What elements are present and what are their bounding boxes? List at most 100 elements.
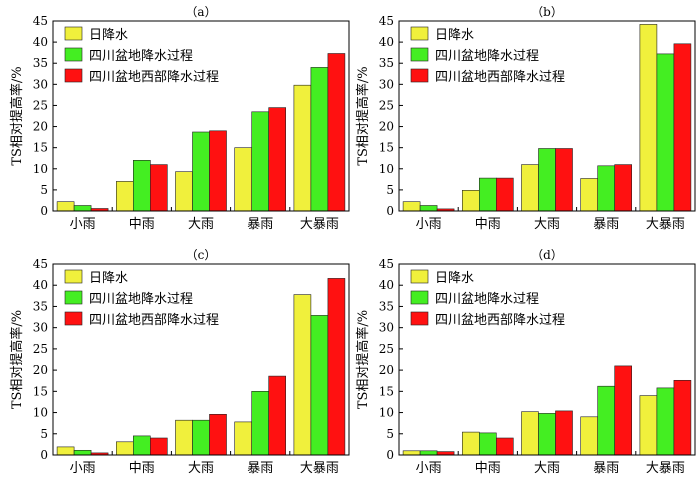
y-tick-label: 5 [386, 427, 394, 441]
y-tick-label: 35 [379, 56, 394, 70]
category-label: 中雨 [475, 461, 501, 476]
category-label: 大暴雨 [646, 217, 685, 232]
bar-1-3 [175, 171, 193, 212]
bar-2-4 [597, 165, 616, 212]
category-label: 中雨 [475, 217, 501, 232]
y-tick-label: 25 [33, 98, 48, 112]
category-label: 小雨 [416, 217, 442, 232]
y-tick-label: 25 [379, 98, 394, 112]
y-axis-label: TS相对提高率/% [355, 66, 371, 165]
bar-1-4 [234, 421, 252, 456]
legend-swatch [410, 47, 429, 62]
category-label: 小雨 [70, 217, 96, 232]
legend-swatch [64, 68, 83, 83]
y-tick-label: 10 [33, 162, 48, 176]
bar-3-5 [673, 379, 692, 456]
legend-swatch [64, 290, 83, 305]
y-tick-label: 45 [379, 257, 394, 271]
category-label: 暴雨 [593, 461, 619, 476]
legend-label: 四川盆地西部降水过程 [435, 70, 565, 85]
y-tick-label: 10 [379, 162, 394, 176]
bar-3-1 [436, 451, 455, 456]
y-tick-label: 35 [379, 299, 394, 313]
legend-label: 日降水 [435, 28, 474, 43]
bar-2-3 [192, 419, 210, 456]
legend-label: 四川盆地西部降水过程 [89, 70, 219, 85]
plot-frame [398, 20, 696, 212]
bar-3-4 [268, 375, 287, 456]
legend-label: 四川盆地西部降水过程 [435, 313, 565, 328]
bar-1-4 [580, 178, 599, 212]
bar-2-4 [251, 390, 269, 456]
plot-frame [398, 263, 696, 456]
bar-1-3 [521, 411, 539, 456]
y-tick-label: 35 [33, 299, 48, 313]
y-axis-label: TS相对提高率/% [9, 310, 25, 409]
legend-swatch [64, 269, 83, 284]
legend-swatch [410, 68, 429, 83]
legend-swatch [410, 290, 429, 305]
bar-1-1 [56, 446, 75, 456]
bar-3-5 [673, 43, 692, 212]
y-axis-label: TS相对提高率/% [9, 66, 25, 165]
bar-1-5 [639, 395, 658, 456]
bar-1-5 [293, 294, 312, 456]
chart-panel-2: 0 5 10 15 20 25 30 35 40 45 小雨 中雨 大雨 暴雨 大暴雨 TS相对提高率/% （b… [355, 5, 696, 232]
category-label: 小雨 [70, 461, 96, 476]
category-label: 暴雨 [247, 461, 273, 476]
y-tick-label: 0 [40, 448, 48, 462]
legend-swatch [410, 311, 429, 326]
bar-2-5 [656, 53, 675, 212]
plot-frame [52, 263, 350, 456]
y-tick-label: 20 [379, 120, 394, 134]
legend-swatch [410, 269, 429, 284]
bar-2-1 [419, 205, 438, 212]
bar-1-4 [234, 147, 252, 212]
bar-2-4 [597, 385, 616, 456]
legend-label: 四川盆地降水过程 [89, 292, 193, 307]
bar-2-5 [310, 315, 329, 456]
y-tick-label: 5 [40, 183, 48, 197]
bar-2-3 [192, 131, 210, 212]
category-label: 大暴雨 [300, 217, 339, 232]
bar-1-3 [521, 164, 539, 212]
y-tick-label: 15 [33, 141, 48, 155]
y-tick-label: 40 [33, 278, 48, 292]
category-label: 中雨 [129, 461, 155, 476]
bar-3-3 [555, 410, 573, 456]
bar-1-5 [639, 24, 658, 212]
bar-3-5 [327, 53, 346, 212]
bar-2-1 [73, 205, 92, 212]
y-tick-label: 40 [379, 278, 394, 292]
legend-swatch [64, 26, 83, 41]
legend-swatch [64, 311, 83, 326]
bar-3-3 [209, 130, 227, 212]
bar-3-4 [614, 164, 633, 212]
bar-1-2 [116, 441, 134, 456]
bar-2-2 [478, 177, 497, 212]
legend-label: 四川盆地降水过程 [89, 49, 193, 64]
chart-panel-1: 0 5 10 15 20 25 30 35 40 45 小雨 中雨 大雨 暴雨 大暴雨 TS相对提高率/% （a… [9, 5, 350, 232]
legend-label: 四川盆地西部降水过程 [89, 313, 219, 328]
panel-label: （b） [531, 5, 563, 19]
y-tick-label: 45 [379, 14, 394, 28]
y-tick-label: 45 [33, 257, 48, 271]
y-tick-label: 25 [379, 342, 394, 356]
panel-label: （c） [186, 248, 217, 262]
y-tick-label: 0 [386, 448, 394, 462]
bar-2-2 [478, 432, 497, 456]
y-tick-label: 0 [40, 204, 48, 218]
y-tick-label: 40 [379, 35, 394, 49]
bar-1-1 [402, 450, 421, 456]
y-tick-label: 5 [40, 427, 48, 441]
bar-2-2 [133, 435, 151, 456]
bar-2-5 [656, 387, 675, 456]
category-label: 大雨 [188, 217, 214, 232]
category-label: 大雨 [534, 461, 560, 476]
bar-1-4 [580, 416, 599, 456]
y-tick-label: 20 [33, 120, 48, 134]
y-tick-label: 0 [386, 204, 394, 218]
bar-2-3 [538, 148, 556, 212]
legend-swatch [64, 47, 83, 62]
